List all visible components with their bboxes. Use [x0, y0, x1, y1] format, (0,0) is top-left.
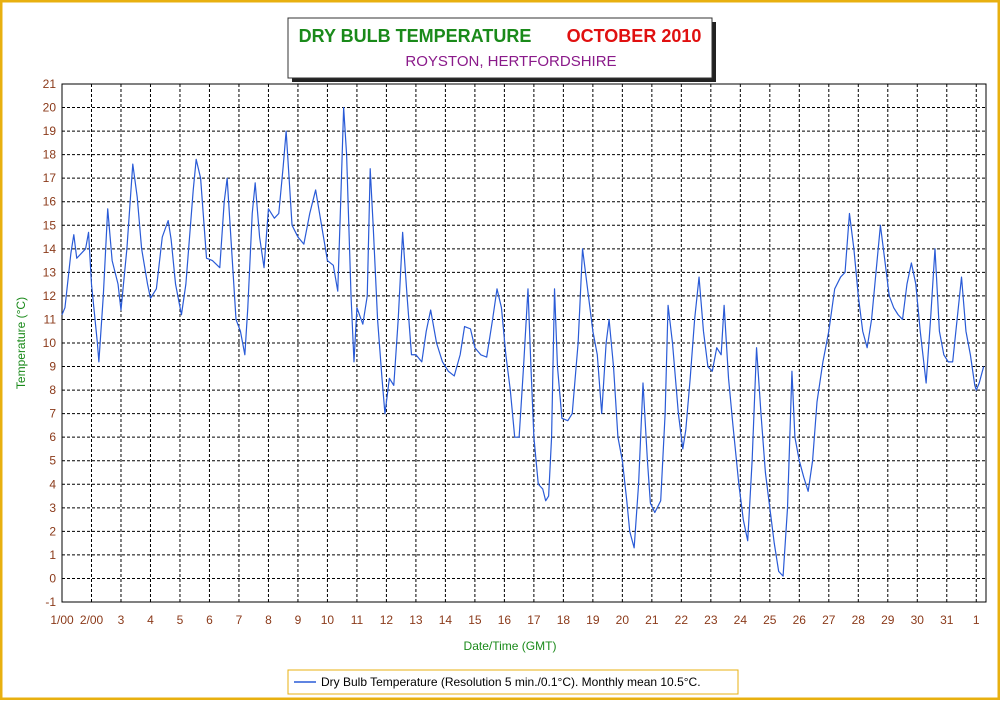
x-tick-label: 11 [351, 613, 364, 627]
x-tick-label: 23 [704, 613, 718, 627]
x-tick-label: 21 [645, 613, 659, 627]
x-tick-label: 19 [586, 613, 600, 627]
legend-box [287, 669, 739, 695]
y-tick-label: 10 [43, 336, 57, 350]
x-tick-label: 28 [852, 613, 866, 627]
x-tick-label: 9 [295, 613, 302, 627]
y-tick-label: 19 [43, 124, 57, 138]
y-tick-label: 2 [49, 524, 56, 538]
x-tick-label: 2/00 [80, 613, 104, 627]
chart-title: DRY BULB TEMPERATURE [299, 26, 532, 46]
x-tick-label: 30 [911, 613, 925, 627]
temperature-line [61, 106, 985, 577]
y-tick-label: 8 [49, 383, 56, 397]
y-axis-title: Temperature (°C) [14, 297, 28, 389]
x-tick-label: 26 [793, 613, 807, 627]
chart-subtitle: ROYSTON, HERTFORDSHIRE [405, 53, 616, 70]
x-tick-label: 3 [118, 613, 125, 627]
x-tick-label: 22 [675, 613, 689, 627]
y-tick-label: 4 [49, 477, 56, 491]
x-tick-label: 29 [881, 613, 895, 627]
x-tick-label: 5 [177, 613, 184, 627]
y-tick-label: -1 [45, 595, 56, 609]
x-tick-label: 20 [616, 613, 630, 627]
y-tick-label: 9 [49, 360, 56, 374]
y-tick-label: 16 [43, 195, 57, 209]
plot-border [61, 83, 987, 603]
y-tick-label: 11 [44, 312, 57, 326]
chart-period: OCTOBER 2010 [567, 26, 702, 46]
x-tick-label: 10 [321, 613, 335, 627]
x-tick-label: 27 [822, 613, 836, 627]
x-tick-label: 6 [206, 613, 213, 627]
x-tick-label: 4 [147, 613, 154, 627]
x-axis-title: Date/Time (GMT) [464, 639, 557, 653]
legend-label: Dry Bulb Temperature (Resolution 5 min./… [321, 675, 701, 689]
x-tick-label: 12 [380, 613, 394, 627]
y-tick-label: 17 [43, 171, 57, 185]
x-tick-label: 25 [763, 613, 777, 627]
y-tick-label: 3 [49, 501, 56, 515]
x-tick-label: 18 [557, 613, 571, 627]
y-tick-label: 1 [49, 548, 56, 562]
y-tick-label: 20 [43, 101, 57, 115]
x-tick-label: 13 [409, 613, 423, 627]
y-tick-label: 6 [49, 430, 56, 444]
y-tick-label: 15 [43, 218, 57, 232]
x-tick-label: 16 [498, 613, 512, 627]
x-tick-label: 14 [439, 613, 453, 627]
x-tick-label: 24 [734, 613, 748, 627]
title-box [287, 17, 713, 79]
y-tick-label: 13 [43, 265, 57, 279]
x-tick-label: 8 [265, 613, 272, 627]
x-tick-label: 1 [973, 613, 980, 627]
y-tick-label: 12 [43, 289, 57, 303]
y-tick-label: 7 [49, 407, 56, 421]
y-tick-label: 18 [43, 148, 57, 162]
x-tick-label: 7 [236, 613, 243, 627]
y-tick-label: 5 [49, 454, 56, 468]
y-tick-label: 14 [43, 242, 57, 256]
x-tick-label: 1/00 [50, 613, 74, 627]
x-tick-label: 15 [468, 613, 482, 627]
x-tick-label: 31 [940, 613, 954, 627]
plot: -101234567891011121314151617181920211/00… [43, 77, 987, 627]
y-tick-label: 21 [43, 77, 57, 91]
y-tick-label: 0 [49, 571, 56, 585]
x-tick-label: 17 [527, 613, 541, 627]
